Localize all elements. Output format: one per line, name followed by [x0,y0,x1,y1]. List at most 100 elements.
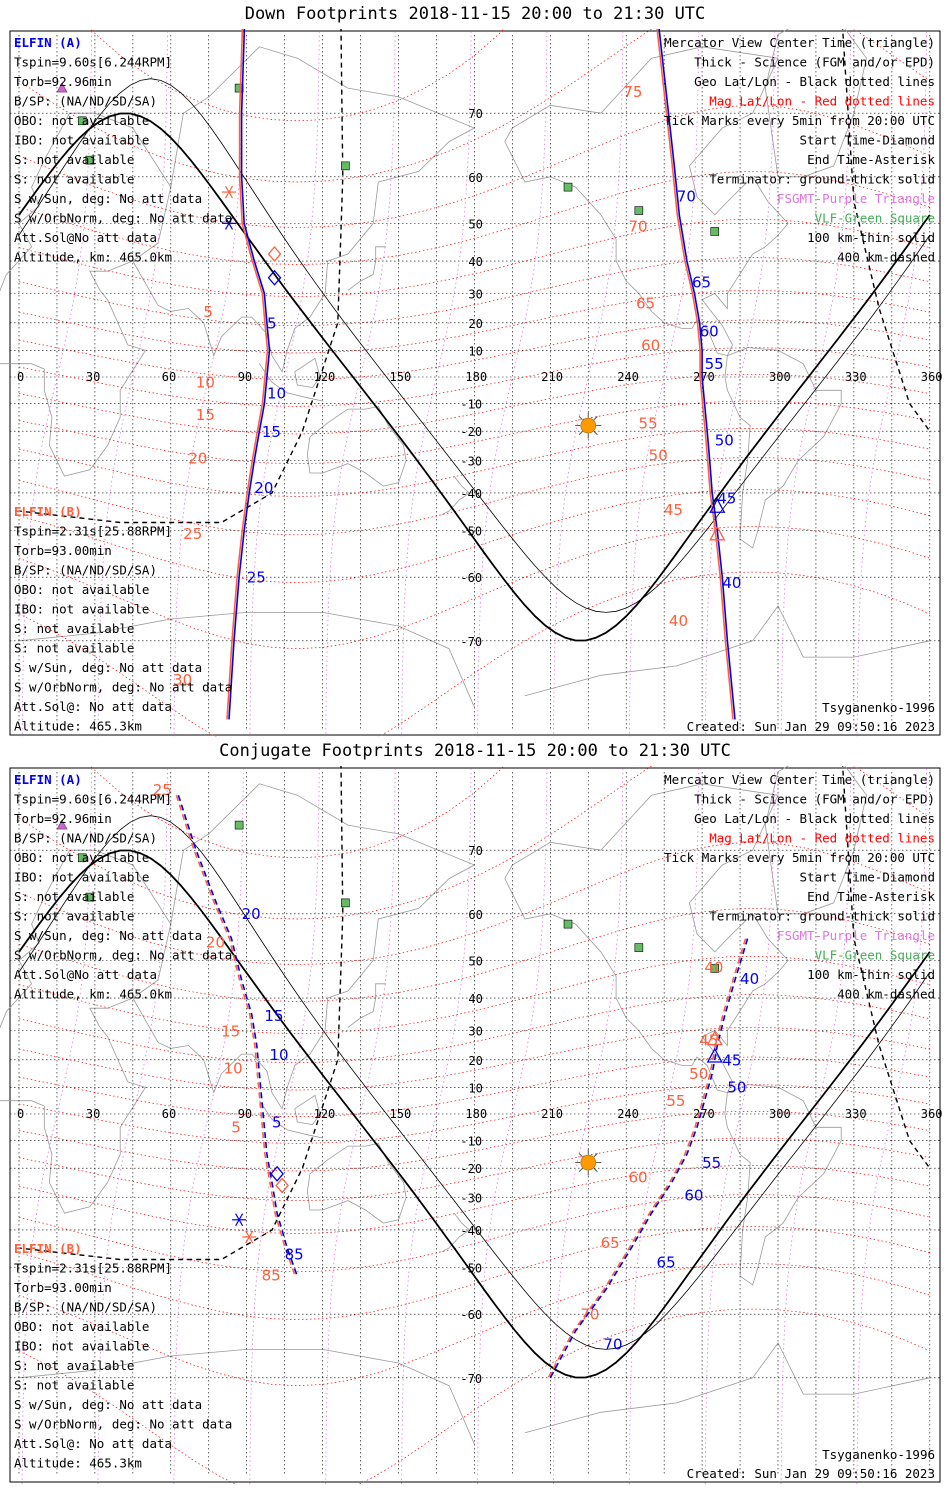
elfin-a-info-line: Altitude, km: 465.0km [14,987,172,1002]
elfin-b-tick-label: 50 [649,446,668,464]
mag-meridian [173,766,244,1484]
mag-parallel [18,571,930,737]
lat-tick-label: -10 [460,398,482,412]
elfin-b-tick-label: 40 [669,612,688,630]
lon-tick-label: 300 [769,370,791,384]
annotations: ELFIN (A) Tspin=9.60s[6.244RPM] Torb=92.96… [14,772,935,1481]
legend-line: Start Time-Diamond [800,133,935,148]
mag-meridian [780,766,851,1484]
elfin-a-tick-label: 60 [700,323,719,341]
lat-tick-label: 50 [468,217,482,231]
lon-tick-label: 360 [921,1107,943,1121]
mag-meridian [249,766,320,1484]
elfin-b-info-line: Att.Sol@: No att data [14,699,172,714]
sun-ray [578,430,583,436]
elfin-b-tick-label: 60 [641,336,660,354]
elfin-a-tick-label: 50 [727,1079,746,1097]
elfin-a-info-line: S w/OrbNorm, deg: No att data [14,948,232,963]
lon-tick-label: 0 [17,370,24,384]
lat-tick-label: -50 [460,525,482,539]
mag-meridian [856,29,927,737]
elfin-a-header: ELFIN (A) [14,35,82,50]
vlf-station-marker [85,892,95,902]
coastline [504,783,789,1094]
fsgmt-triangle [56,82,68,93]
map-panel-conjugate: 0 30 60 90 120 150 180 210 240 270 300 330 360 -70 -60… [0,766,942,1484]
elfin-a-header: ELFIN (A) [14,772,82,787]
mag-parallel [18,1084,930,1144]
elfin-b-info-line: S: not available [14,641,134,656]
elfin-b-tick-label: 5 [231,1119,241,1137]
legend-line: 100 km-thin solid [807,230,935,245]
elfin-b-end-asterisk [242,1230,257,1244]
coastline [294,1094,321,1126]
mag-meridian [704,766,776,1484]
lat-tick-label: -20 [460,425,482,439]
mag-parallel [18,1308,930,1484]
lat-tick-label: 40 [468,992,482,1006]
lat-tick-label: -40 [460,1224,482,1238]
legend-line: FSGMT-Purple Triangle [777,191,935,206]
mag-meridian [628,766,700,1484]
asterisk-stroke [224,185,234,199]
elfin-a-tick-label: 5 [267,314,277,332]
elfin-a-tick-label: 70 [603,1335,622,1353]
lon-tick-label: 180 [465,370,487,384]
elfin-b-tick-label: 10 [196,374,215,392]
mag-meridian [325,766,396,1484]
lat-tick-label: -20 [460,1162,482,1176]
vlf-station-marker [710,227,720,236]
elfin-b-info-line: IBO: not available [14,1339,149,1354]
lon-tick-label: 210 [541,1107,563,1121]
elfin-a-tick-label: 55 [705,355,724,373]
elfin-a-footprint-track [228,29,271,720]
mag-parallel [18,171,930,265]
lon-tick-label: 270 [693,370,715,384]
mag-meridian [97,29,168,737]
elfin-b-tick-label: 15 [221,1023,240,1041]
axis-ticks: 0 30 60 90 120 150 180 210 240 270 300 330 360 -70 -60… [17,844,942,1386]
lon-tick-label: 240 [617,370,639,384]
mag-meridian [628,29,700,737]
footprint-tracks [175,794,749,1379]
lon-tick-label: 120 [314,370,336,384]
axis-ticks: 0 30 60 90 120 150 180 210 240 270 300 330 360 -70 -60… [17,107,942,649]
elfin-b-start-diamond [275,1177,289,1194]
sun-ray [593,416,598,421]
sun-disk [580,1154,597,1171]
track-tick-labels: 2015105854045505560657025201510585404550… [153,781,759,1353]
mag-parallel [18,319,930,381]
elfin-b-info-line: Torb=93.00min [14,543,112,558]
mag-parallel [18,994,930,1063]
elfin-a-tick-label: 10 [267,384,286,402]
mag-meridian [97,766,168,1484]
legend-line: Terminator: ground-thick solid [709,172,935,187]
vlf-station-marker [77,116,87,126]
annotations: ELFIN (A) Tspin=9.60s[6.244RPM] Torb=92.96… [14,35,935,734]
elfin-a-footprint-track [658,29,736,720]
terminator-ground [18,112,931,642]
subsolar-sun-icon [575,412,602,439]
lat-tick-label: 20 [468,1054,482,1068]
lat-tick-label: -60 [460,571,482,585]
elfin-b-tick-label: 5 [203,303,213,321]
lon-tick-label: 60 [162,370,176,384]
legend-line: FSGMT-Purple Triangle [777,928,935,943]
legend-line: Tick Marks every 5min from 20:00 UTC [664,113,935,128]
elfin-b-info-line: Torb=93.00min [14,1280,112,1295]
elfin-b-tick-label: 70 [580,1306,599,1324]
asterisk-stroke [224,217,234,230]
elfin-a-tick-label: 45 [722,1051,741,1069]
elfin-a-tick-label: 20 [254,479,273,497]
elfin-a-tick-label: 60 [684,1187,703,1205]
coastline [306,1142,407,1224]
lon-tick-label: 210 [541,370,563,384]
lon-tick-label: 360 [921,370,943,384]
lat-tick-label: -40 [460,487,482,501]
elfin-a-tick-label: 70 [677,188,696,206]
mag-parallel [18,29,930,183]
terminator-400km [18,29,344,524]
elfin-b-footprint-track [656,29,734,720]
elfin-a-center-triangle [709,497,726,513]
lat-tick-label: -70 [460,635,482,649]
